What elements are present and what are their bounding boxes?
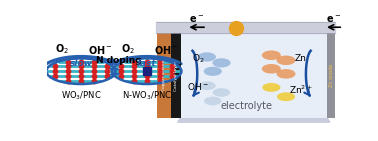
Ellipse shape [198,52,216,61]
Text: OH$^-$: OH$^-$ [187,81,209,92]
Text: N-WO$_3$/PNC: N-WO$_3$/PNC [122,89,172,102]
Bar [171,33,181,118]
Ellipse shape [276,56,296,65]
Ellipse shape [262,50,281,60]
Bar [181,33,327,118]
Text: electrolyte: electrolyte [220,101,273,111]
Text: Zn anode: Zn anode [328,64,334,87]
Text: O$_2$: O$_2$ [121,42,135,56]
Text: WO$_3$/PNC: WO$_3$/PNC [61,89,101,102]
Polygon shape [178,118,330,122]
Polygon shape [156,22,335,33]
Text: e$^-$: e$^-$ [189,14,204,25]
Text: Catalyst layer: Catalyst layer [174,60,178,91]
Text: Zn: Zn [295,54,307,63]
Text: OH$^-$: OH$^-$ [88,44,113,56]
Text: fast: fast [137,59,156,68]
Ellipse shape [277,92,295,101]
Text: O$_2$: O$_2$ [55,42,69,56]
Ellipse shape [276,69,296,79]
Ellipse shape [262,83,280,92]
Ellipse shape [198,81,216,90]
Text: N doping: N doping [96,56,142,65]
Text: Copper screen: Copper screen [162,60,166,91]
Text: Zn$^{2+}$: Zn$^{2+}$ [289,84,313,96]
Text: O$_2$: O$_2$ [192,52,204,65]
Text: OH$^-$: OH$^-$ [154,44,179,56]
Ellipse shape [212,58,231,67]
Text: slow: slow [70,59,93,68]
Ellipse shape [213,88,230,97]
Text: e$^-$: e$^-$ [326,14,341,25]
Bar [327,33,335,118]
Circle shape [46,58,116,84]
Ellipse shape [204,97,222,105]
Ellipse shape [262,64,281,74]
Circle shape [112,58,181,84]
Ellipse shape [204,67,222,76]
Bar [157,33,171,118]
